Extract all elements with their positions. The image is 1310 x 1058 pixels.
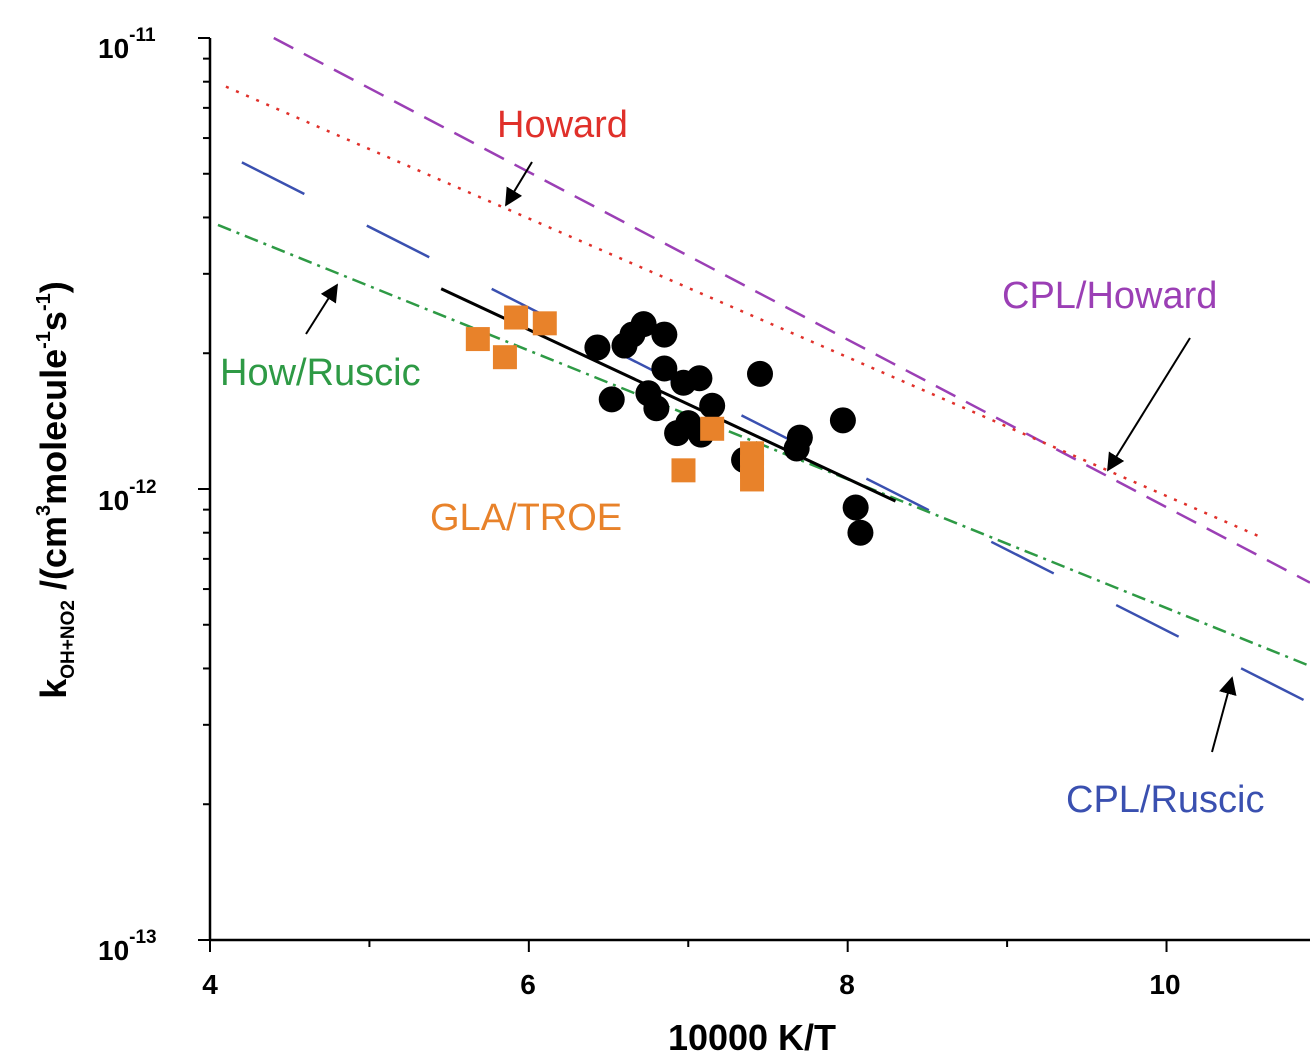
gla-troe-label: GLA/TROE — [430, 497, 622, 539]
how-ruscic-arrow — [305, 283, 338, 335]
gla-troe-point — [504, 305, 529, 330]
cpl-howard-label: CPL/Howard — [1002, 275, 1217, 317]
y-tick-label: 10-11 — [98, 25, 156, 64]
axis-ticks — [198, 37, 1168, 952]
measurements-point — [651, 321, 678, 348]
measurements-point — [630, 311, 657, 338]
cpl-howard-arrow — [1107, 337, 1191, 472]
measurements-point — [699, 392, 726, 419]
measurements-point — [643, 395, 670, 422]
gla-troe-point — [671, 458, 696, 483]
measurements-point — [584, 334, 611, 361]
measurements-point — [598, 386, 625, 413]
gla-troe-point — [700, 416, 725, 441]
cpl-ruscic-label: CPL/Ruscic — [1066, 779, 1265, 821]
measurements-point — [747, 360, 773, 387]
how-ruscic-label: How/Ruscic — [220, 352, 421, 394]
data-points — [465, 305, 874, 546]
howard-label: Howard — [497, 104, 628, 146]
cpl-howard-line — [273, 36, 1310, 584]
howard-arrow — [505, 161, 533, 207]
measurements-point — [842, 494, 869, 521]
gla-troe-point — [532, 311, 557, 336]
x-axis-title: 10000 K/T — [668, 1017, 836, 1058]
gla-troe-point — [492, 345, 517, 370]
howard-line — [225, 85, 1263, 539]
measurements-point — [786, 424, 813, 451]
gla-troe-point — [465, 327, 490, 352]
cpl-ruscic-arrow — [1211, 676, 1237, 753]
cpl-ruscic-line — [241, 161, 1310, 705]
x-tick-label: 6 — [520, 969, 536, 1000]
measurements-point — [829, 407, 856, 434]
measurements-point — [686, 365, 713, 392]
measurements-point — [847, 519, 874, 546]
y-tick-label: 10-12 — [98, 477, 157, 516]
x-tick-label: 10 — [1149, 969, 1180, 1000]
x-tick-label: 4 — [202, 969, 218, 1000]
y-axis-title: kOH+NO2 /(cm3molecule-1s-1) — [33, 281, 79, 699]
y-tick-label: 10-13 — [98, 927, 157, 966]
gla-troe-point — [740, 467, 765, 492]
x-tick-label: 8 — [839, 969, 855, 1000]
measurements-point — [651, 355, 678, 382]
